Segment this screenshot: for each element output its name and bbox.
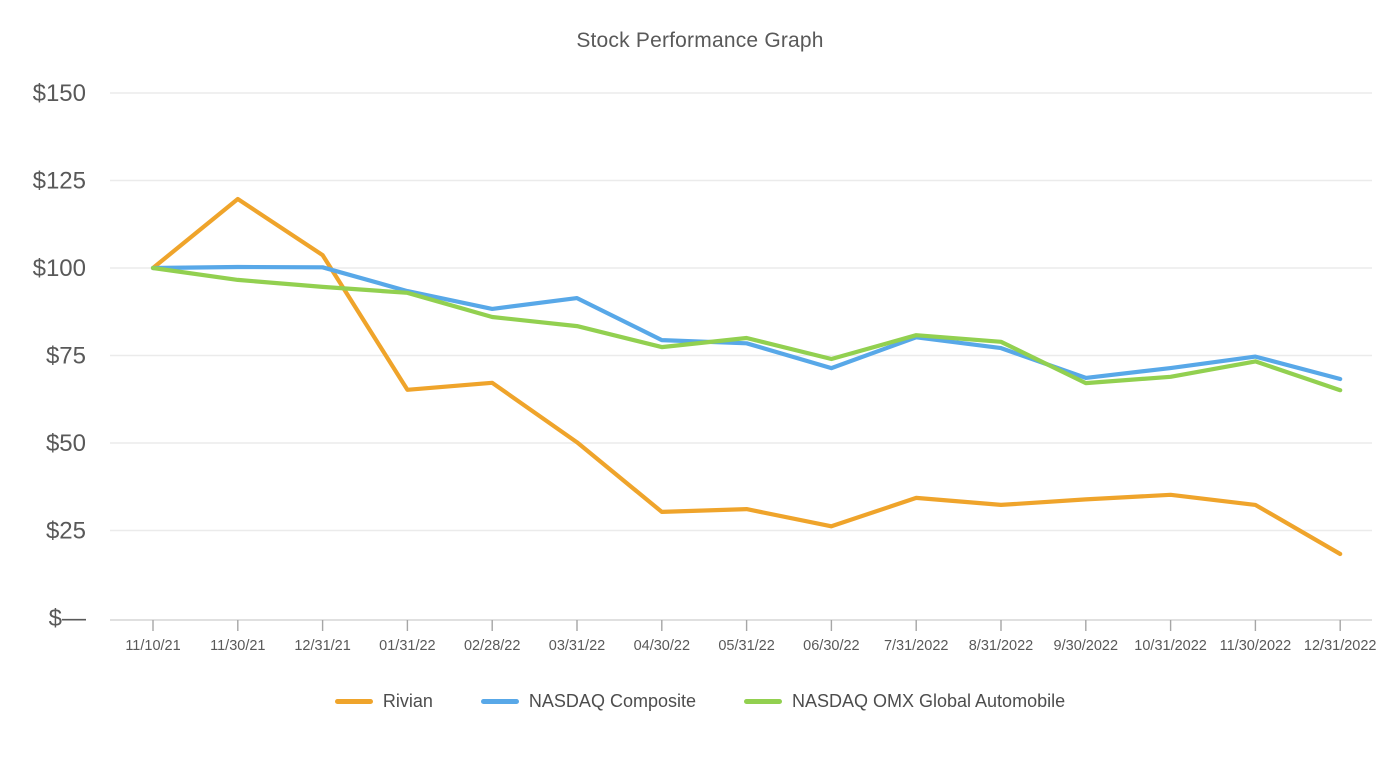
legend-item-rivian: Rivian <box>334 691 433 712</box>
legend-label-rivian: Rivian <box>382 691 433 711</box>
x-tick-label: 7/31/2022 <box>884 638 949 654</box>
x-tick-label: 06/30/22 <box>803 638 859 654</box>
x-tick-label: 12/31/2022 <box>1304 638 1377 654</box>
legend-label-nasdaq-composite: NASDAQ Composite <box>528 691 696 711</box>
y-tick-label: $50 <box>46 430 86 457</box>
y-tick-label: $150 <box>33 80 86 107</box>
legend-label-nasdaq-omx: NASDAQ OMX Global Automobile <box>791 691 1066 711</box>
x-tick-label: 11/10/21 <box>125 638 180 654</box>
nasdaq-omx-line-swatch-icon <box>743 699 782 704</box>
y-tick-label: $100 <box>33 255 86 282</box>
x-tick-label: 03/31/22 <box>549 638 605 654</box>
series-line-nasdaq-omx-global-automobile <box>150 265 1343 393</box>
x-tick-label: 11/30/21 <box>210 638 265 654</box>
y-tick-label: $— <box>49 605 86 632</box>
legend-item-nasdaq-composite: NASDAQ Composite <box>480 691 696 712</box>
x-tick-label: 04/30/22 <box>634 638 690 654</box>
x-tick-label: 02/28/22 <box>464 638 520 654</box>
rivian-line-swatch-icon <box>334 699 373 704</box>
x-tick-label: 9/30/2022 <box>1054 638 1119 654</box>
x-tick-label: 12/31/21 <box>294 638 350 654</box>
y-tick-label: $25 <box>46 518 86 545</box>
x-tick-label: 11/30/2022 <box>1220 638 1292 654</box>
series-line-nasdaq-composite <box>150 264 1343 382</box>
chart-legend: Rivian NASDAQ Composite NASDAQ OMX Globa… <box>0 691 1400 712</box>
x-tick-label: 05/31/22 <box>718 638 774 654</box>
chart-title: Stock Performance Graph <box>576 29 824 52</box>
legend-item-nasdaq-omx-global-automobile: NASDAQ OMX Global Automobile <box>743 691 1066 712</box>
x-tick-label: 01/31/22 <box>379 638 435 654</box>
y-tick-label: $75 <box>46 343 86 370</box>
nasdaq-composite-line-swatch-icon <box>480 699 519 704</box>
series-line-rivian <box>150 196 1343 557</box>
x-tick-label: 8/31/2022 <box>969 638 1034 654</box>
x-tick-label: 10/31/2022 <box>1134 638 1207 654</box>
y-tick-label: $125 <box>33 168 86 195</box>
